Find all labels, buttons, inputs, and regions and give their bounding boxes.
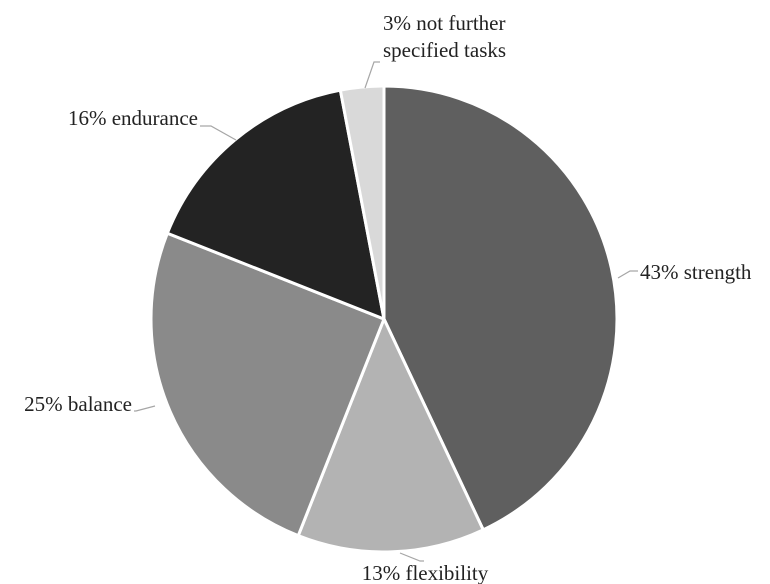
slice-label-balance: 25% balance [24,392,132,416]
slice-label-strength: 43% strength [640,260,752,284]
slice-label-not-further-specified-tasks: 3% not further specified tasks [383,11,506,62]
leader-line-strength [617,270,638,279]
pie-slice-not-further-specified-tasks [338,84,386,321]
pie-slice-flexibility [296,317,485,554]
pie-slice-balance [149,231,386,538]
pie-slice-strength [382,84,619,532]
leader-line-endurance [200,125,237,141]
leader-line-balance [134,405,156,412]
leader-line-not-further-specified-tasks [364,61,380,89]
slice-labels: 43% strength 13% flexibility 25% balance 16… [24,11,752,584]
slice-label-flexibility: 13% flexibility [362,561,489,584]
slice-label-endurance: 16% endurance [68,106,198,130]
pie-slices [149,84,619,554]
leader-line-flexibility [399,552,424,562]
leader-lines [134,61,638,562]
